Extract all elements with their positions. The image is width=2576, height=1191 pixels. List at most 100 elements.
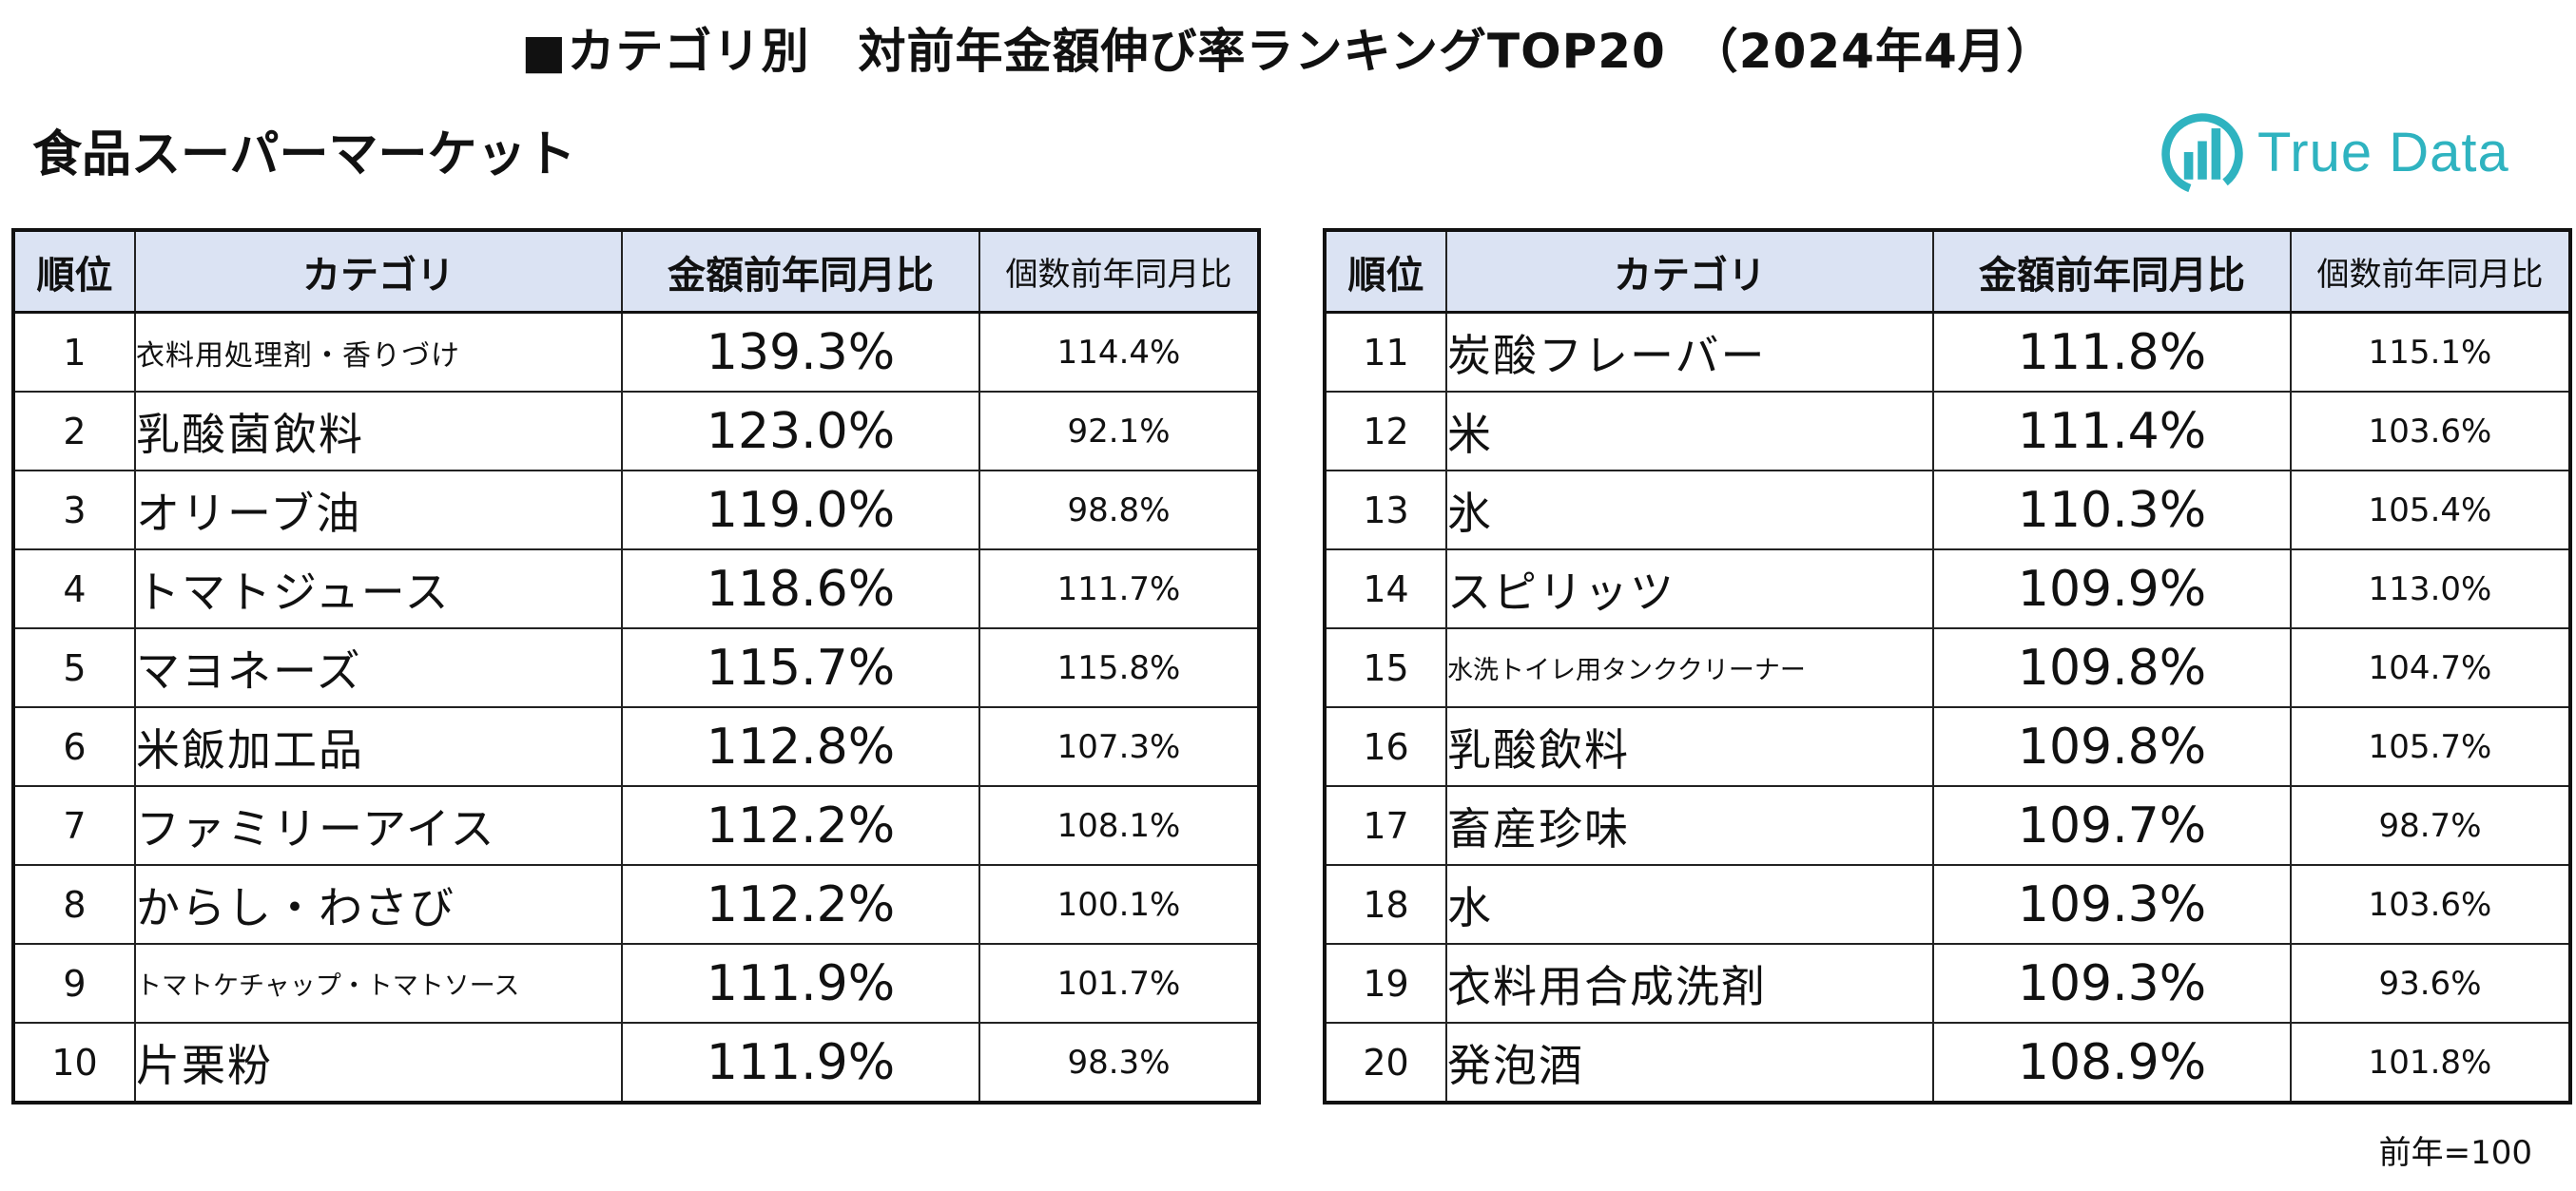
rank-cell: 4 [12, 548, 136, 629]
amount-ratio-cell: 109.9% [1932, 548, 2292, 629]
table-row: 19 衣料用合成洗剤 109.3% 93.6% [1324, 943, 2571, 1024]
amount-ratio-cell: 111.4% [1932, 391, 2292, 471]
category-cell: からし・わさび [134, 864, 623, 945]
table-row: 16 乳酸飲料 109.8% 105.7% [1324, 706, 2571, 787]
rank-cell: 10 [12, 1022, 136, 1104]
table-row: 12 米 111.4% 103.6% [1324, 391, 2571, 471]
header-unit-ratio: 個数前年同月比 [2290, 229, 2571, 314]
table-header-row: 順位 カテゴリ 金額前年同月比 個数前年同月比 [1324, 229, 2571, 314]
rank-cell: 11 [1324, 311, 1447, 393]
page-subtitle: 食品スーパーマーケット [32, 126, 576, 183]
rank-cell: 7 [12, 785, 136, 866]
category-cell: 氷 [1445, 470, 1934, 550]
amount-ratio-cell: 109.3% [1932, 864, 2292, 945]
category-cell: 乳酸菌飲料 [134, 391, 623, 471]
unit-ratio-cell: 101.8% [2290, 1022, 2571, 1104]
ranking-table-left: 順位 カテゴリ 金額前年同月比 個数前年同月比 1 衣料用処理剤・香りづけ 139.… [11, 228, 1261, 1105]
amount-ratio-cell: 111.9% [621, 1022, 980, 1104]
unit-ratio-cell: 105.4% [2290, 470, 2571, 550]
unit-ratio-cell: 115.8% [978, 627, 1260, 708]
unit-ratio-cell: 104.7% [2290, 627, 2571, 708]
table-row: 17 畜産珍味 109.7% 98.7% [1324, 785, 2571, 866]
unit-ratio-cell: 107.3% [978, 706, 1260, 787]
rank-cell: 12 [1324, 391, 1447, 471]
category-cell: 米 [1445, 391, 1934, 471]
rank-cell: 2 [12, 391, 136, 471]
amount-ratio-cell: 112.2% [621, 785, 980, 866]
table-row: 10 片栗粉 111.9% 98.3% [12, 1022, 1260, 1104]
unit-ratio-cell: 103.6% [2290, 391, 2571, 471]
table-row: 20 発泡酒 108.9% 101.8% [1324, 1022, 2571, 1104]
rank-cell: 17 [1324, 785, 1447, 866]
rank-cell: 3 [12, 470, 136, 550]
rank-cell: 18 [1324, 864, 1447, 945]
unit-ratio-cell: 113.0% [2290, 548, 2571, 629]
category-cell: 衣料用合成洗剤 [1445, 943, 1934, 1024]
unit-ratio-cell: 114.4% [978, 311, 1260, 393]
amount-ratio-cell: 111.8% [1932, 311, 2292, 393]
category-cell: トマトケチャップ・トマトソース [134, 943, 623, 1024]
ranking-table-right: 順位 カテゴリ 金額前年同月比 個数前年同月比 11 炭酸フレーバー 111.8% 1… [1323, 228, 2572, 1105]
category-cell: ファミリーアイス [134, 785, 623, 866]
table-header-row: 順位 カテゴリ 金額前年同月比 個数前年同月比 [12, 229, 1260, 314]
amount-ratio-cell: 112.2% [621, 864, 980, 945]
amount-ratio-cell: 110.3% [1932, 470, 2292, 550]
header-unit-ratio: 個数前年同月比 [978, 229, 1260, 314]
table-row: 2 乳酸菌飲料 123.0% 92.1% [12, 391, 1260, 471]
header-amount-ratio: 金額前年同月比 [621, 229, 980, 314]
amount-ratio-cell: 111.9% [621, 943, 980, 1024]
ranking-table-left-body: 1 衣料用処理剤・香りづけ 139.3% 114.4% 2 乳酸菌飲料 123.0% 92.1… [12, 311, 1260, 1104]
amount-ratio-cell: 115.7% [621, 627, 980, 708]
unit-ratio-cell: 93.6% [2290, 943, 2571, 1024]
category-cell: 水 [1445, 864, 1934, 945]
unit-ratio-cell: 98.7% [2290, 785, 2571, 866]
amount-ratio-cell: 118.6% [621, 548, 980, 629]
table-row: 8 からし・わさび 112.2% 100.1% [12, 864, 1260, 945]
ranking-table-right-body: 11 炭酸フレーバー 111.8% 115.1% 12 米 111.4% 103.6% 13 氷 1… [1324, 311, 2571, 1104]
category-cell: 米飯加工品 [134, 706, 623, 787]
category-cell: マヨネーズ [134, 627, 623, 708]
bar-chart-circle-logo-icon [2161, 113, 2243, 195]
table-row: 15 水洗トイレ用タンククリーナー 109.8% 104.7% [1324, 627, 2571, 708]
amount-ratio-cell: 109.8% [1932, 627, 2292, 708]
amount-ratio-cell: 109.8% [1932, 706, 2292, 787]
table-row: 5 マヨネーズ 115.7% 115.8% [12, 627, 1260, 708]
unit-ratio-cell: 103.6% [2290, 864, 2571, 945]
amount-ratio-cell: 108.9% [1932, 1022, 2292, 1104]
unit-ratio-cell: 98.3% [978, 1022, 1260, 1104]
logo-text: True Data [2257, 121, 2509, 183]
amount-ratio-cell: 123.0% [621, 391, 980, 471]
rank-cell: 20 [1324, 1022, 1447, 1104]
true-data-logo: True Data [2157, 105, 2509, 200]
rank-cell: 13 [1324, 470, 1447, 550]
table-row: 18 水 109.3% 103.6% [1324, 864, 2571, 945]
table-row: 7 ファミリーアイス 112.2% 108.1% [12, 785, 1260, 866]
header-rank: 順位 [12, 229, 136, 314]
unit-ratio-cell: 98.8% [978, 470, 1260, 550]
amount-ratio-cell: 139.3% [621, 311, 980, 393]
page-title: ■カテゴリ別 対前年金額伸び率ランキングTOP20 （2024年4月） [521, 24, 2055, 79]
header-category: カテゴリ [1445, 229, 1934, 314]
unit-ratio-cell: 100.1% [978, 864, 1260, 945]
table-row: 11 炭酸フレーバー 111.8% 115.1% [1324, 311, 2571, 393]
header-category: カテゴリ [134, 229, 623, 314]
table-row: 13 氷 110.3% 105.4% [1324, 470, 2571, 550]
rank-cell: 6 [12, 706, 136, 787]
table-row: 3 オリーブ油 119.0% 98.8% [12, 470, 1260, 550]
category-cell: スピリッツ [1445, 548, 1934, 629]
table-row: 9 トマトケチャップ・トマトソース 111.9% 101.7% [12, 943, 1260, 1024]
table-row: 6 米飯加工品 112.8% 107.3% [12, 706, 1260, 787]
amount-ratio-cell: 109.7% [1932, 785, 2292, 866]
header-rank: 順位 [1324, 229, 1447, 314]
table-row: 4 トマトジュース 118.6% 111.7% [12, 548, 1260, 629]
category-cell: オリーブ油 [134, 470, 623, 550]
category-cell: 衣料用処理剤・香りづけ [134, 311, 623, 393]
rank-cell: 14 [1324, 548, 1447, 629]
unit-ratio-cell: 101.7% [978, 943, 1260, 1024]
rank-cell: 19 [1324, 943, 1447, 1024]
header-amount-ratio: 金額前年同月比 [1932, 229, 2292, 314]
rank-cell: 15 [1324, 627, 1447, 708]
category-cell: 炭酸フレーバー [1445, 311, 1934, 393]
category-cell: トマトジュース [134, 548, 623, 629]
rank-cell: 5 [12, 627, 136, 708]
